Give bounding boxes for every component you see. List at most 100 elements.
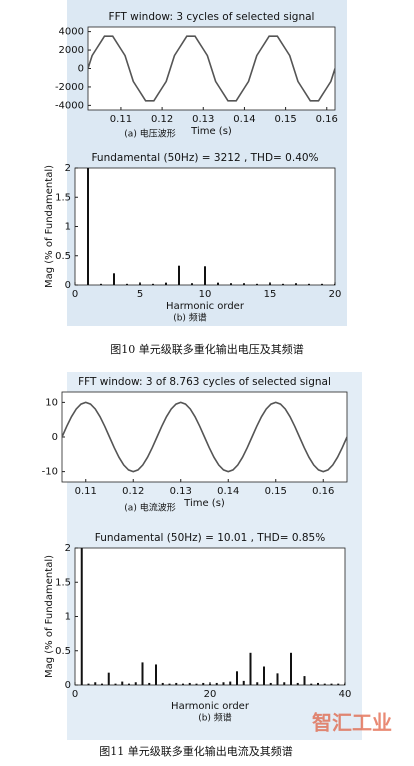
harmonic-bar <box>236 671 238 685</box>
harmonic-bar <box>303 676 306 685</box>
watermark: 智汇工业 <box>312 711 392 735</box>
harmonic-bar <box>282 283 284 285</box>
x-tick-label: 40 <box>339 689 352 700</box>
harmonic-bar <box>155 664 157 685</box>
x-tick-label: 0.11 <box>110 114 132 125</box>
harmonic-bar <box>202 682 205 685</box>
harmonic-bar <box>256 283 258 285</box>
x-axis-label: Time (s) <box>183 498 225 509</box>
plot-area <box>74 167 336 286</box>
harmonic-bar <box>337 683 340 685</box>
y-tick-label: 2 <box>65 543 71 554</box>
harmonic-bar <box>215 682 218 685</box>
harmonic-bar <box>161 682 164 685</box>
harmonic-bar <box>229 681 232 685</box>
x-tick-label: 0.16 <box>316 114 338 125</box>
harmonic-bar <box>175 682 178 685</box>
harmonic-bar <box>204 266 206 285</box>
harmonic-bar <box>126 283 128 285</box>
x-tick-label: 0.13 <box>170 486 192 497</box>
harmonic-bar <box>114 683 117 685</box>
y-tick-label: 0 <box>65 280 71 291</box>
x-tick-label: 5 <box>137 289 143 300</box>
harmonic-bar <box>148 682 151 685</box>
harmonic-bar <box>128 683 130 685</box>
y-tick-label: 1 <box>65 222 71 233</box>
chart-title: Fundamental (50Hz) = 10.01 , THD= 0.85% <box>95 532 325 544</box>
harmonic-bar <box>321 283 323 285</box>
harmonic-bar <box>269 682 272 685</box>
y-tick-label: 10 <box>45 397 58 408</box>
harmonic-bar <box>188 682 191 685</box>
harmonic-bar <box>100 283 102 285</box>
y-tick-label: 4000 <box>59 27 84 38</box>
harmonic-bar <box>134 682 137 685</box>
plot-marks <box>87 168 335 285</box>
harmonic-bar <box>230 283 232 285</box>
x-tick-label: 0.13 <box>192 114 214 125</box>
plot-marks <box>62 401 347 473</box>
harmonic-bar <box>165 282 167 285</box>
signal-line <box>62 401 347 473</box>
y-tick-label: 1.5 <box>55 192 71 203</box>
harmonic-bar <box>310 683 313 685</box>
y-tick-label: 0 <box>52 432 58 443</box>
harmonic-bar <box>269 283 271 285</box>
harmonic-bar <box>139 283 141 285</box>
harmonic-bar <box>80 548 83 685</box>
chart-title: FFT window: 3 of 8.763 cycles of selecte… <box>78 376 331 388</box>
y-tick-label: 1.5 <box>55 577 71 588</box>
y-tick-label: -10 <box>42 467 58 478</box>
harmonic-bar <box>323 683 326 685</box>
x-tick-label: 0.12 <box>151 114 173 125</box>
harmonic-bar <box>121 681 124 685</box>
x-tick-label: 0.15 <box>274 114 296 125</box>
harmonic-bar <box>191 283 193 285</box>
harmonic-bar <box>87 168 89 285</box>
x-tick-label: 0.11 <box>75 486 97 497</box>
subcaption: (a) 电流波形 <box>124 502 175 514</box>
x-tick-label: 0.16 <box>312 486 334 497</box>
harmonic-bar <box>317 682 319 685</box>
x-tick-label: 0.15 <box>265 486 287 497</box>
harmonic-bar <box>344 683 345 685</box>
x-tick-label: 0.14 <box>233 114 255 125</box>
plot-marks <box>88 35 335 102</box>
y-tick-label: 1 <box>65 612 71 623</box>
figure-caption: 图11 单元级联多重化输出电流及其频谱 <box>99 744 293 758</box>
x-tick-label: 15 <box>264 289 277 300</box>
harmonic-bar <box>330 683 333 685</box>
chart-title: FFT window: 3 cycles of selected signal <box>109 11 315 23</box>
y-tick-label: -4000 <box>55 100 84 111</box>
x-tick-label: 20 <box>329 289 342 300</box>
x-axis-label: Time (s) <box>190 126 232 137</box>
plot-marks <box>80 548 345 685</box>
x-axis-label: Harmonic order <box>171 701 250 712</box>
y-tick-label: 0.5 <box>55 646 71 657</box>
y-tick-label: 2000 <box>59 45 84 56</box>
y-tick-label: 0 <box>78 64 84 75</box>
y-tick-label: 0 <box>65 680 71 691</box>
x-tick-label: 10 <box>199 289 212 300</box>
harmonic-bar <box>308 283 310 285</box>
harmonic-bar <box>178 265 180 285</box>
harmonic-bar <box>182 683 184 685</box>
y-axis-label: Mag (% of Fundamental) <box>44 165 55 288</box>
harmonic-bar <box>209 683 211 685</box>
harmonic-bar <box>107 672 110 685</box>
harmonic-bar <box>256 682 259 685</box>
plot-area <box>74 547 346 686</box>
harmonic-bar <box>283 682 286 685</box>
y-tick-label: 2 <box>65 163 71 174</box>
harmonic-bar <box>168 683 171 685</box>
harmonic-bar <box>217 282 219 285</box>
harmonic-bar <box>222 682 225 685</box>
harmonic-bar <box>101 683 103 685</box>
y-axis-label: Mag (% of Fundamental) <box>44 555 55 678</box>
x-tick-label: 0 <box>72 289 78 300</box>
x-tick-label: 0.12 <box>122 486 144 497</box>
y-tick-label: 0.5 <box>55 251 71 262</box>
chart-title: Fundamental (50Hz) = 3212 , THD= 0.40% <box>91 152 318 164</box>
harmonic-bar <box>152 283 154 285</box>
